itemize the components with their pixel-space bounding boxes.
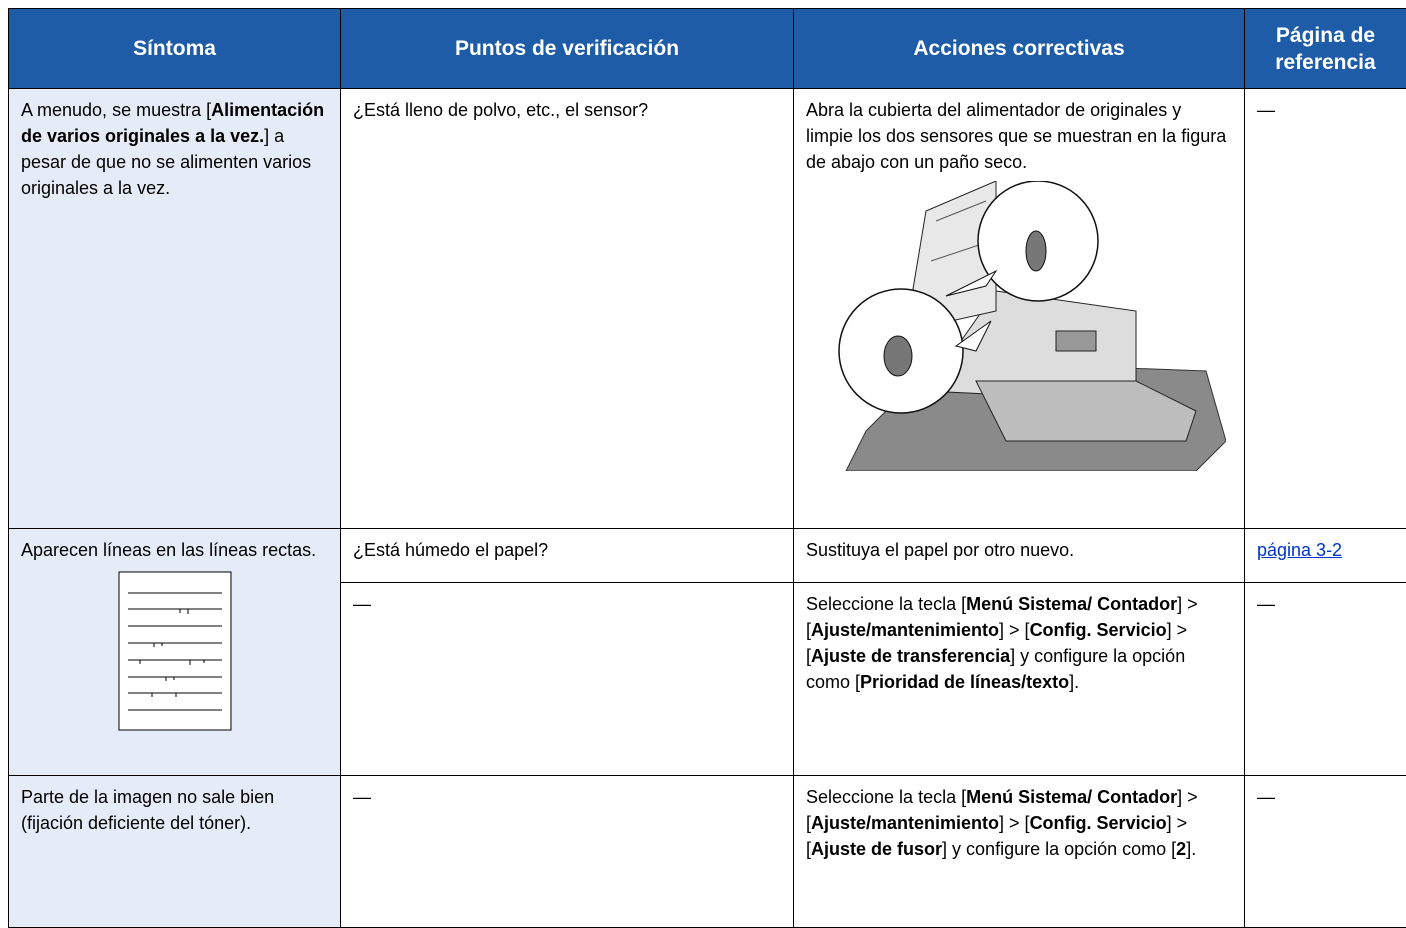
bold-text: Ajuste/mantenimiento	[811, 813, 1000, 833]
text: ] > [	[806, 787, 1198, 833]
cell-text: Abra la cubierta del alimentador de orig…	[806, 97, 1232, 175]
symptom-cell: Aparecen líneas en las líneas rectas.	[8, 528, 341, 776]
cell-text: —	[1257, 97, 1394, 123]
text: ¿Está húmedo el papel?	[353, 540, 549, 560]
cell-text: página 3-2	[1257, 537, 1394, 563]
text: ] y configure la opción como [	[942, 839, 1177, 859]
cell-text: Sustituya el papel por otro nuevo.	[806, 537, 1232, 563]
reference-cell: —	[1244, 582, 1406, 776]
cell-text: A menudo, se muestra [Alimentación de va…	[21, 97, 328, 201]
text: ] > [	[806, 620, 1188, 666]
bold-text: Config. Servicio	[1029, 620, 1167, 640]
text: —	[1257, 100, 1275, 120]
bold-text: Alimentación de varios originales a la v…	[21, 100, 325, 146]
action-cell: Sustituya el papel por otro nuevo.	[793, 528, 1245, 583]
text: ].	[1186, 839, 1197, 859]
point-cell: ¿Está húmedo el papel?	[340, 528, 794, 583]
cell-text: Seleccione la tecla [Menú Sistema/ Conta…	[806, 784, 1232, 862]
reference-cell: —	[1244, 88, 1406, 529]
text: Seleccione la tecla [	[806, 594, 967, 614]
text: —	[1257, 594, 1275, 614]
point-cell: ¿Está lleno de polvo, etc., el sensor?	[340, 88, 794, 529]
row: Parte de la imagen no sale bien (fijació…	[8, 775, 1406, 928]
reference-cell: página 3-2	[1244, 528, 1406, 583]
action-cell: Abra la cubierta del alimentador de orig…	[793, 88, 1245, 529]
header-cell: Síntoma	[8, 8, 341, 89]
bold-text: Ajuste de fusor	[811, 839, 943, 859]
cell-text: —	[1257, 784, 1394, 810]
bold-text: Ajuste de transferencia	[811, 646, 1011, 666]
cell-text: ¿Está lleno de polvo, etc., el sensor?	[353, 97, 781, 123]
cell-text: —	[353, 591, 781, 617]
cell-text: —	[353, 784, 781, 810]
cell-text: Aparecen líneas en las líneas rectas.	[21, 537, 328, 563]
text: ].	[1069, 672, 1080, 692]
action-cell: Seleccione la tecla [Menú Sistema/ Conta…	[793, 582, 1245, 776]
bold-text: Config. Servicio	[1029, 813, 1167, 833]
bold-text: Menú Sistema/ Contador	[966, 787, 1178, 807]
cell-text: Seleccione la tecla [Menú Sistema/ Conta…	[806, 591, 1232, 695]
header-row: Síntoma Puntos de verificación Acciones …	[8, 8, 1406, 89]
bold-text: Ajuste/mantenimiento	[811, 620, 1000, 640]
text: Aparecen líneas en las líneas rectas.	[21, 540, 317, 560]
text: ] > [	[806, 813, 1188, 859]
bold-text: Menú Sistema/ Contador	[966, 594, 1178, 614]
action-cell: Seleccione la tecla [Menú Sistema/ Conta…	[793, 775, 1245, 928]
bold-text: Prioridad de líneas/texto	[860, 672, 1070, 692]
header-cell: Puntos de verificación	[340, 8, 794, 89]
header-cell: Página de referencia	[1244, 8, 1406, 89]
text: —	[353, 594, 371, 614]
row: — Seleccione la tecla [Menú Sistema/ Con…	[9, 582, 1406, 776]
header-cell: Acciones correctivas	[793, 8, 1245, 89]
cell-text: ¿Está húmedo el papel?	[353, 537, 781, 563]
lines-illustration	[118, 571, 231, 731]
text: ] y configure la opción como [	[806, 646, 1186, 692]
text: —	[353, 787, 371, 807]
symptom-cell: Parte de la imagen no sale bien (fijació…	[8, 775, 341, 928]
page-link[interactable]: página 3-2	[1257, 540, 1343, 560]
bold-text: 2	[1176, 839, 1187, 859]
text: ] > [	[806, 594, 1198, 640]
row: Aparecen líneas en las líneas rectas. ¿E…	[8, 528, 1406, 776]
reference-cell: —	[1244, 775, 1406, 928]
troubleshooting-table: Síntoma Puntos de verificación Acciones …	[8, 8, 1406, 928]
cell-text: Parte de la imagen no sale bien (fijació…	[21, 784, 328, 836]
text: —	[1257, 787, 1275, 807]
text: A menudo, se muestra [	[21, 100, 212, 120]
cell-text: —	[1257, 591, 1394, 617]
text: Abra la cubierta del alimentador de orig…	[806, 100, 1227, 172]
row: A menudo, se muestra [Alimentación de va…	[8, 88, 1406, 529]
text: ¿Está lleno de polvo, etc., el sensor?	[353, 100, 649, 120]
sensor-illustration	[838, 181, 1226, 471]
text: ] > [	[999, 620, 1030, 640]
text: Sustituya el papel por otro nuevo.	[806, 540, 1075, 560]
symptom-cell: A menudo, se muestra [Alimentación de va…	[8, 88, 341, 529]
point-cell: —	[340, 775, 794, 928]
text: ] a pesar de que no se alimenten varios …	[21, 126, 312, 198]
point-cell: —	[340, 582, 794, 776]
text: Seleccione la tecla [	[806, 787, 967, 807]
text: ] > [	[999, 813, 1030, 833]
text: Parte de la imagen no sale bien (fijació…	[21, 787, 275, 833]
